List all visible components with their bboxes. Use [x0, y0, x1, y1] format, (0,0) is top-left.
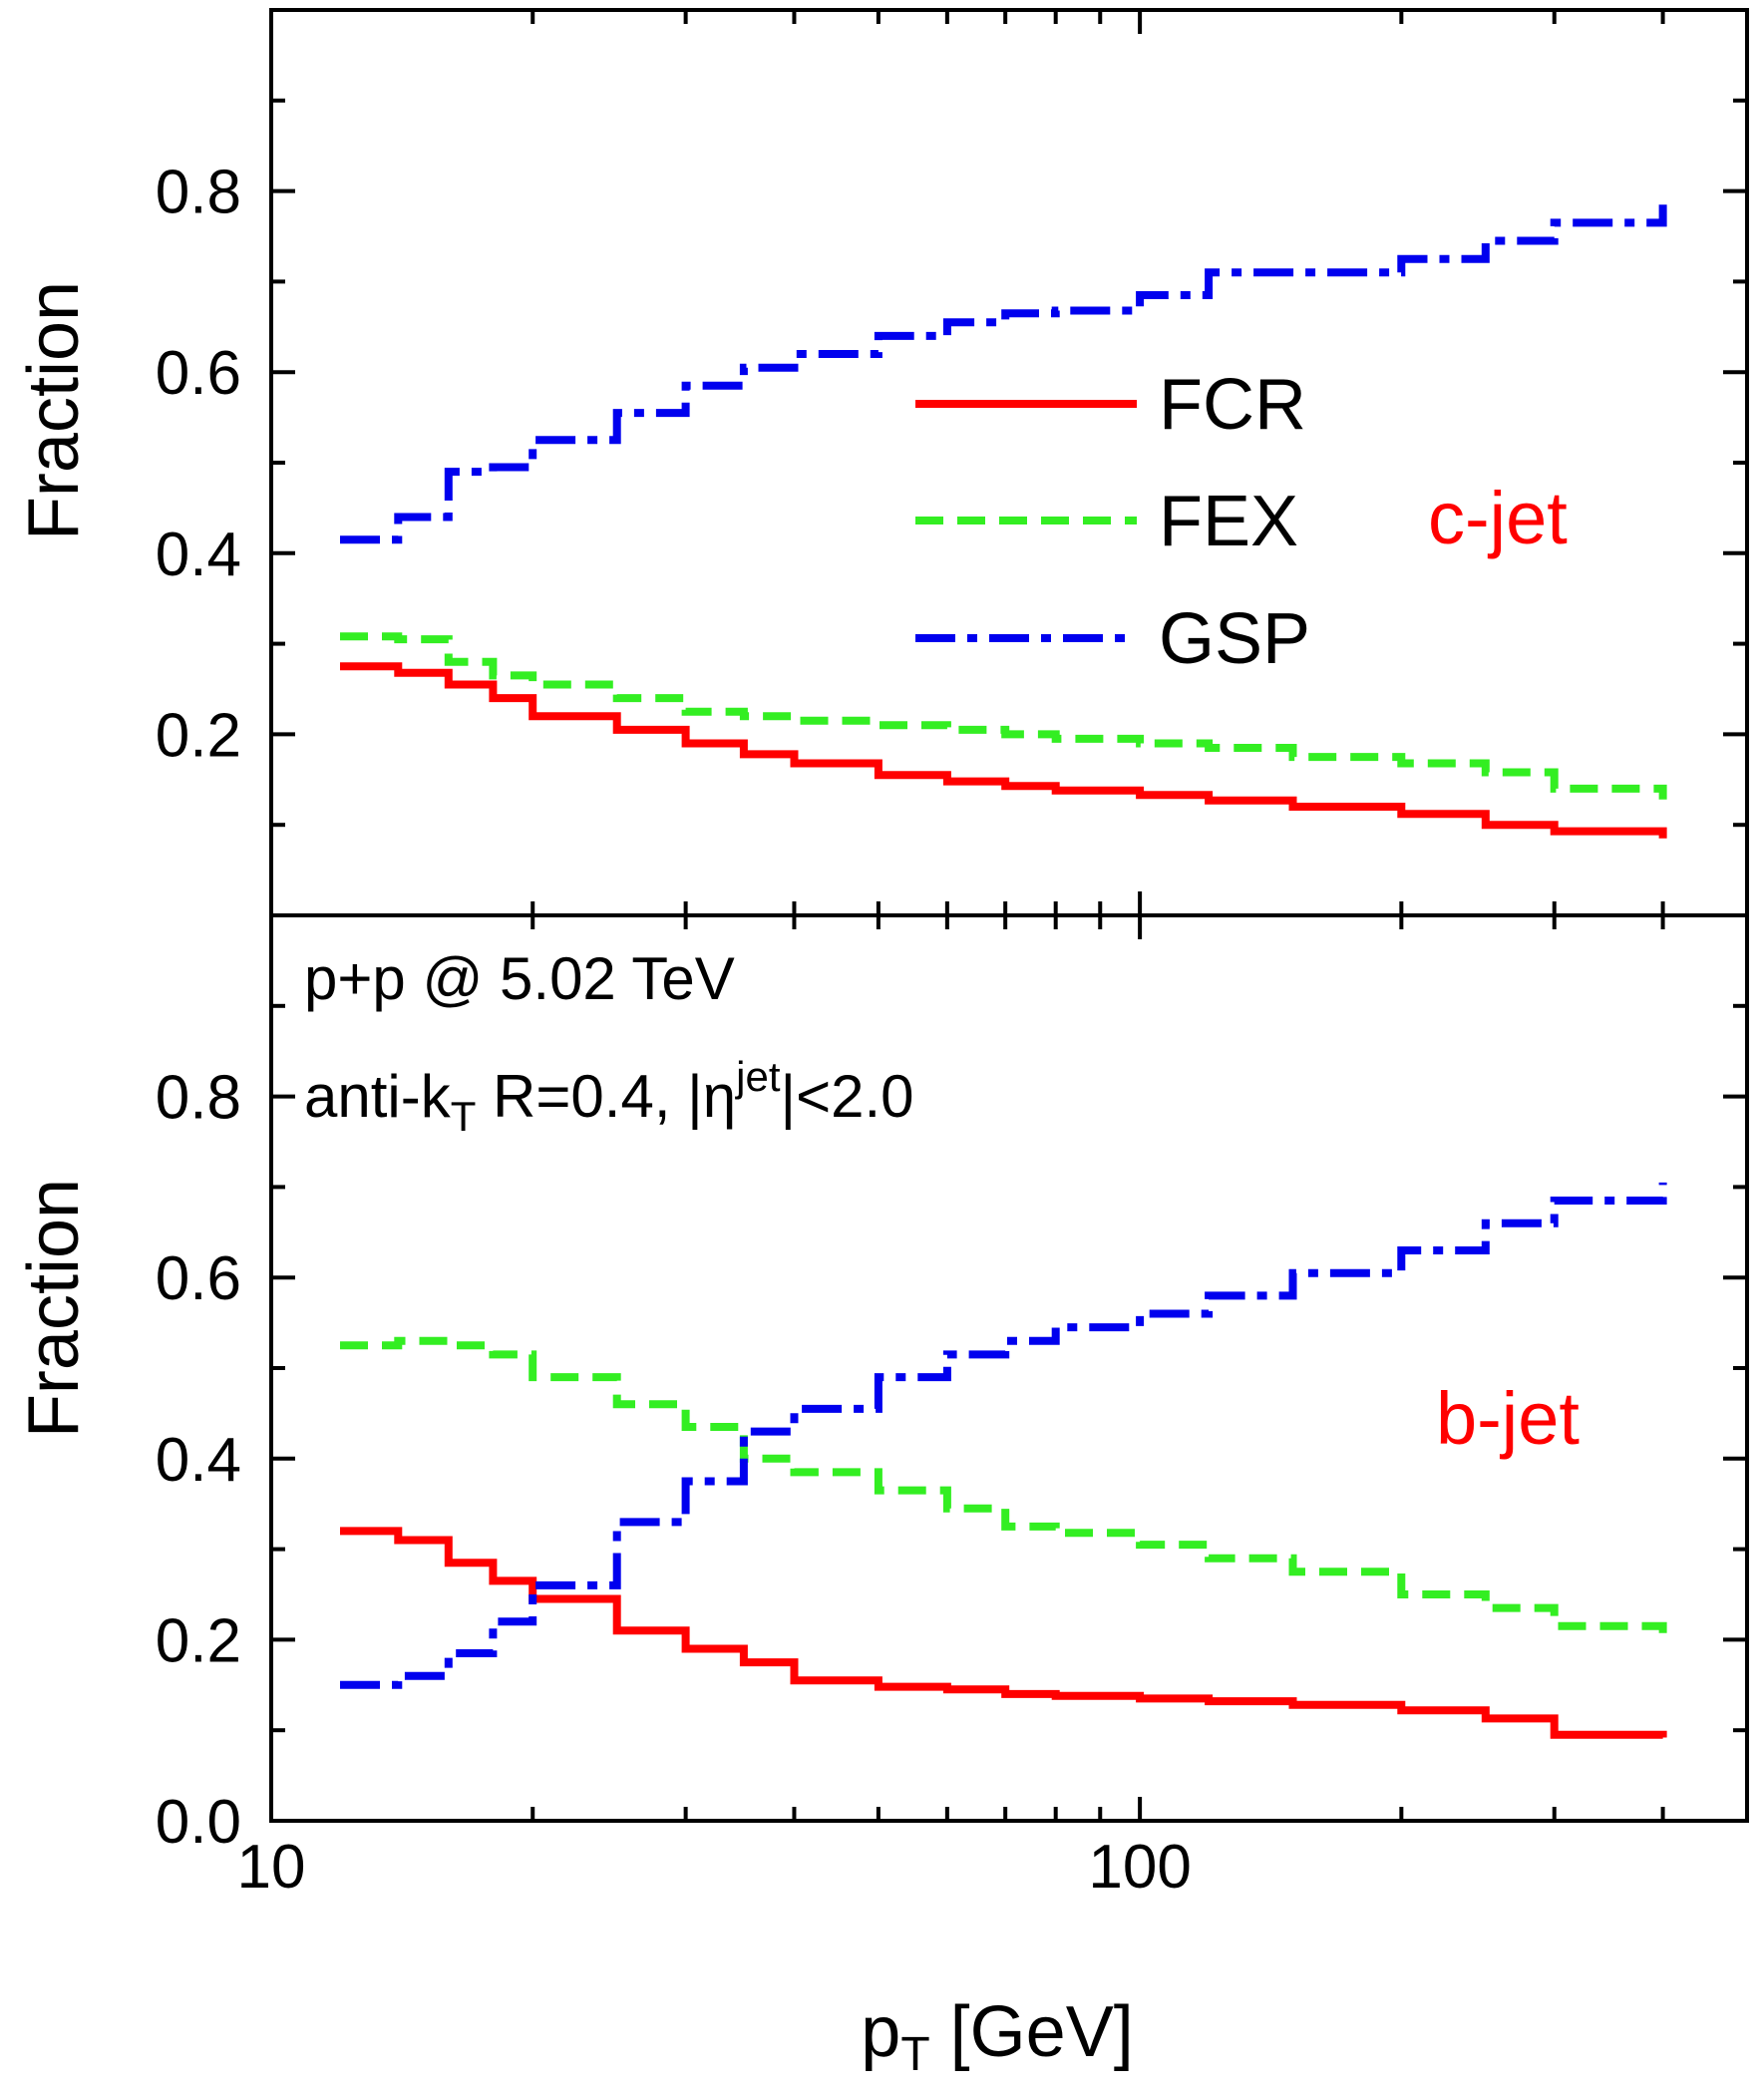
y-tick-label-top: 0.8 [156, 159, 241, 227]
legend: FCR FEX GSP [915, 365, 1310, 679]
x-tick-label: 100 [1088, 1833, 1191, 1902]
series-fcr-b-jet [340, 1527, 1667, 1739]
legend-label-fcr: FCR [1159, 365, 1306, 445]
annotation-jet-def-sup: jet [734, 1053, 781, 1100]
y-tick-label-bottom: 0.8 [156, 1064, 241, 1133]
panel-label-c-jet: c-jet [1428, 477, 1568, 559]
annotation-jet-def-sub: T [451, 1093, 477, 1140]
annotation-jet-def-mid: R=0.4, |η [476, 1063, 736, 1130]
annotation-jet-def-prefix: anti-k [304, 1063, 452, 1130]
annotation-jet-def-suffix: |<2.0 [780, 1063, 913, 1130]
axis-ticks [269, 8, 1749, 1823]
panel-label-b-jet: b-jet [1436, 1377, 1580, 1460]
series-gsp-b-jet [340, 1182, 1667, 1689]
legend-label-gsp: GSP [1159, 599, 1310, 679]
series-fcr-c-jet [340, 662, 1667, 839]
y-tick-label-bottom: 0.2 [156, 1606, 241, 1675]
plot-frames [269, 8, 1749, 1823]
y-tick-label-top: 0.2 [156, 701, 241, 770]
x-axis-title-rest: [GeV] [930, 1992, 1134, 2072]
series-fex-b-jet [340, 1336, 1667, 1642]
series-lines [340, 204, 1667, 1739]
x-axis-title: pT [GeV] [861, 1992, 1133, 2081]
y-tick-label-bottom: 0.4 [156, 1426, 241, 1495]
x-axis-title-main: p [861, 1992, 900, 2072]
y-axis-title-bottom: Fraction [14, 1179, 94, 1438]
x-tick-label: 10 [237, 1833, 306, 1902]
series-fex-c-jet [340, 632, 1667, 800]
x-axis-title-sub: T [900, 2028, 929, 2081]
plot-frame-bottom [269, 913, 1749, 1823]
series-gsp-c-jet [340, 204, 1667, 544]
y-tick-label-bottom: 0.0 [156, 1788, 241, 1857]
legend-label-fex: FEX [1159, 482, 1298, 561]
y-tick-label-bottom: 0.6 [156, 1244, 241, 1313]
annotation-collision: p+p @ 5.02 TeV [304, 945, 735, 1012]
annotation-jet-def: anti-kT R=0.4, |ηjet|<2.0 [304, 1053, 914, 1140]
tick-labels: 0.2 0.4 0.6 0.8 0.0 0.2 0.4 0.6 0.8 10 100 [156, 159, 1192, 1902]
y-axis-title-top: Fraction [14, 281, 94, 540]
y-tick-label-top: 0.4 [156, 521, 241, 589]
y-tick-label-top: 0.6 [156, 339, 241, 408]
